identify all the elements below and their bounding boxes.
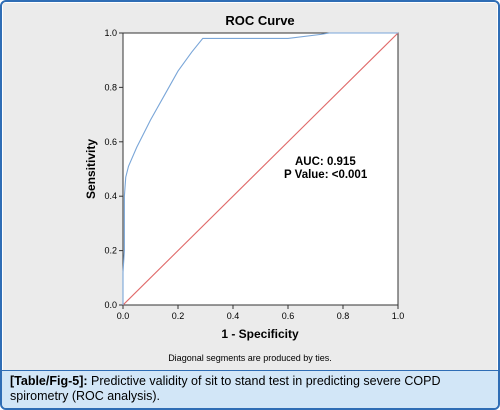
- figure-caption: [Table/Fig-5]: Predictive validity of si…: [2, 370, 498, 408]
- y-tick-label: 0.0: [104, 300, 117, 310]
- y-tick-label: 0.2: [104, 246, 117, 256]
- x-tick-label: 1.0: [392, 311, 405, 321]
- x-tick-label: 0.8: [337, 311, 350, 321]
- reference-diagonal-line: [122, 32, 399, 306]
- auc-annotation: AUC: 0.915: [295, 156, 356, 168]
- y-tick-label: 0.6: [104, 137, 117, 147]
- y-axis: 0.0 0.2 0.4 0.6 0.8 1.0: [104, 28, 123, 310]
- caption-label: [Table/Fig-5]:: [10, 374, 88, 388]
- roc-curve-line: [122, 32, 398, 305]
- ties-footnote: Diagonal segments are produced by ties.: [168, 353, 332, 363]
- y-tick-label: 0.8: [104, 82, 117, 92]
- series-layer: [122, 32, 399, 306]
- x-tick-label: 0.4: [227, 311, 240, 321]
- x-tick-label: 0.6: [282, 311, 295, 321]
- x-tick-label: 0.0: [117, 311, 130, 321]
- y-tick-label: 0.4: [104, 191, 117, 201]
- x-tick-label: 0.2: [172, 311, 185, 321]
- p-value-annotation: P Value: <0.001: [284, 169, 368, 181]
- x-axis-label: 1 - Specificity: [221, 327, 299, 341]
- plot-panel: 0.0 0.2 0.4 0.6 0.8 1.0 0.0 0.2 0.4 0.6 0.8 1.0 RO…: [3, 3, 497, 371]
- y-tick-label: 1.0: [104, 28, 117, 38]
- chart-title: ROC Curve: [225, 13, 294, 28]
- caption-text: Predictive validity of sit to stand test…: [10, 374, 441, 403]
- x-axis: 0.0 0.2 0.4 0.6 0.8 1.0: [117, 305, 405, 321]
- y-axis-label: Sensitivity: [84, 139, 98, 199]
- roc-chart: 0.0 0.2 0.4 0.6 0.8 1.0 0.0 0.2 0.4 0.6 0.8 1.0 RO…: [84, 13, 405, 363]
